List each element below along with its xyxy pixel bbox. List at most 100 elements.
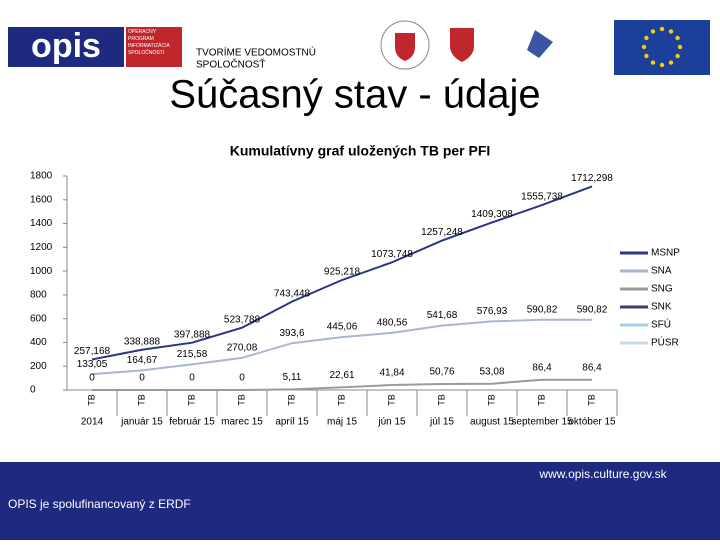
x-tick-unit: TB (486, 394, 496, 406)
data-label: 133,05 (77, 359, 108, 370)
data-label: 22,61 (329, 370, 354, 381)
x-tick-label: marec 15 (221, 417, 263, 428)
data-label: 590,82 (577, 304, 608, 315)
emblem (450, 28, 474, 62)
footer-url: www.opis.culture.gov.sk (538, 467, 667, 481)
slogan: SPOLOČNOSŤ (196, 58, 265, 71)
x-tick-unit: TB (86, 394, 96, 406)
x-tick-label: september 15 (511, 417, 573, 428)
data-label: 0 (189, 373, 195, 384)
x-tick-unit: TB (536, 394, 546, 406)
logo-red (126, 27, 182, 67)
logo-box (8, 27, 124, 67)
data-label: 164,67 (127, 355, 158, 366)
x-tick-unit: TB (386, 394, 396, 406)
data-label: 86,4 (532, 362, 552, 373)
data-label: 0 (139, 373, 145, 384)
logo-caption-box: OPERAČNÝ PROGRAM INFORMATIZÁCIA SPOLOČNO… (128, 29, 170, 56)
data-label: 0 (89, 373, 95, 384)
data-label: 445,06 (327, 322, 358, 333)
series-line (92, 378, 592, 391)
x-tick-unit: TB (336, 394, 346, 406)
data-label: 270,08 (227, 343, 258, 354)
series-line (91, 318, 592, 376)
emblem (395, 33, 415, 61)
y-tick-label: 1000 (30, 266, 53, 277)
data-label: 1409,308 (471, 209, 513, 220)
eu-star (675, 53, 680, 59)
footer-note: OPIS je spolufinancovaný z ERDF (8, 497, 191, 511)
data-label: 1712,298 (571, 173, 613, 184)
x-tick-label: máj 15 (327, 417, 357, 428)
data-label: 541,68 (427, 310, 458, 321)
eu-star (659, 62, 665, 68)
eu-star (668, 60, 674, 65)
eu-star (668, 29, 674, 34)
eu-star (650, 60, 656, 65)
y-tick-label: 600 (30, 313, 47, 324)
data-label: 480,56 (377, 318, 408, 329)
y-tick-label: 1200 (30, 242, 53, 253)
slogan: TVORÍME VEDOMOSTNÚ (196, 46, 316, 59)
data-label: 743,448 (274, 288, 311, 299)
data-label: 0 (239, 373, 245, 384)
y-tick-label: 200 (30, 361, 47, 372)
y-tick-label: 1400 (30, 218, 53, 229)
footer-band (0, 462, 720, 540)
legend-label: SFÚ (651, 318, 671, 331)
data-label: 86,4 (582, 362, 602, 373)
slide-title: Súčasný stav - údaje (169, 73, 540, 117)
eu-star (650, 29, 656, 34)
x-tick-unit: TB (136, 394, 146, 406)
y-tick-label: 1800 (30, 171, 53, 182)
legend-label: SNK (651, 302, 672, 313)
chart: 0 200 400 600 800 1000 1200 1400 1600 1800 TB 2014 T… (30, 171, 680, 428)
eu-star (641, 44, 647, 50)
emblem (380, 20, 430, 70)
data-label: 41,84 (379, 368, 404, 379)
eu-star (644, 35, 649, 41)
data-label: 53,08 (479, 366, 504, 377)
data-label: 215,58 (177, 349, 208, 360)
data-label: 393,6 (279, 328, 304, 339)
x-tick-unit: TB (436, 394, 446, 406)
logo-caption: OPERAČNÝ PROGRAM INFORMATIZÁCIA SPOLOČNO… (128, 29, 170, 56)
eu-stars (641, 26, 683, 68)
data-label: 1257,248 (421, 227, 463, 238)
data-label: 576,93 (477, 306, 508, 317)
data-label: 1073,748 (371, 249, 413, 260)
eu-star (675, 35, 680, 41)
eu-star (677, 44, 683, 50)
series-line (91, 185, 593, 361)
y-tick-label: 800 (30, 290, 47, 301)
legend-label: SNG (651, 284, 673, 295)
data-label: 523,788 (224, 314, 261, 325)
legend-label: SNA (651, 266, 672, 277)
x-tick-unit: TB (586, 394, 596, 406)
data-label: 925,218 (324, 267, 361, 278)
data-label: 590,82 (527, 304, 558, 315)
data-label: 397,888 (174, 329, 211, 340)
x-tick-label: júl 15 (429, 417, 454, 428)
data-label: 257,168 (74, 346, 111, 357)
data-label: 50,76 (429, 367, 454, 378)
x-tick-unit: TB (286, 394, 296, 406)
y-tick-label: 1600 (30, 194, 53, 205)
x-tick-label: 2014 (81, 417, 104, 428)
x-tick-label: január 15 (120, 417, 163, 428)
y-tick-label: 400 (30, 337, 47, 348)
legend-label: MSNP (651, 248, 680, 259)
data-label: 338,888 (124, 336, 161, 347)
legend-label: PÚSR (651, 336, 679, 349)
x-tick-label: február 15 (169, 417, 215, 428)
x-tick-label: apríl 15 (275, 417, 309, 428)
data-label: 5,11 (283, 372, 302, 383)
x-tick-unit: TB (186, 394, 196, 406)
chart-title: Kumulatívny graf uložených TB per PFI (230, 143, 491, 159)
emblem (527, 30, 553, 58)
x-tick-label: október 15 (568, 417, 616, 428)
y-tick-label: 0 (30, 385, 36, 396)
x-tick-label: jún 15 (377, 417, 406, 428)
